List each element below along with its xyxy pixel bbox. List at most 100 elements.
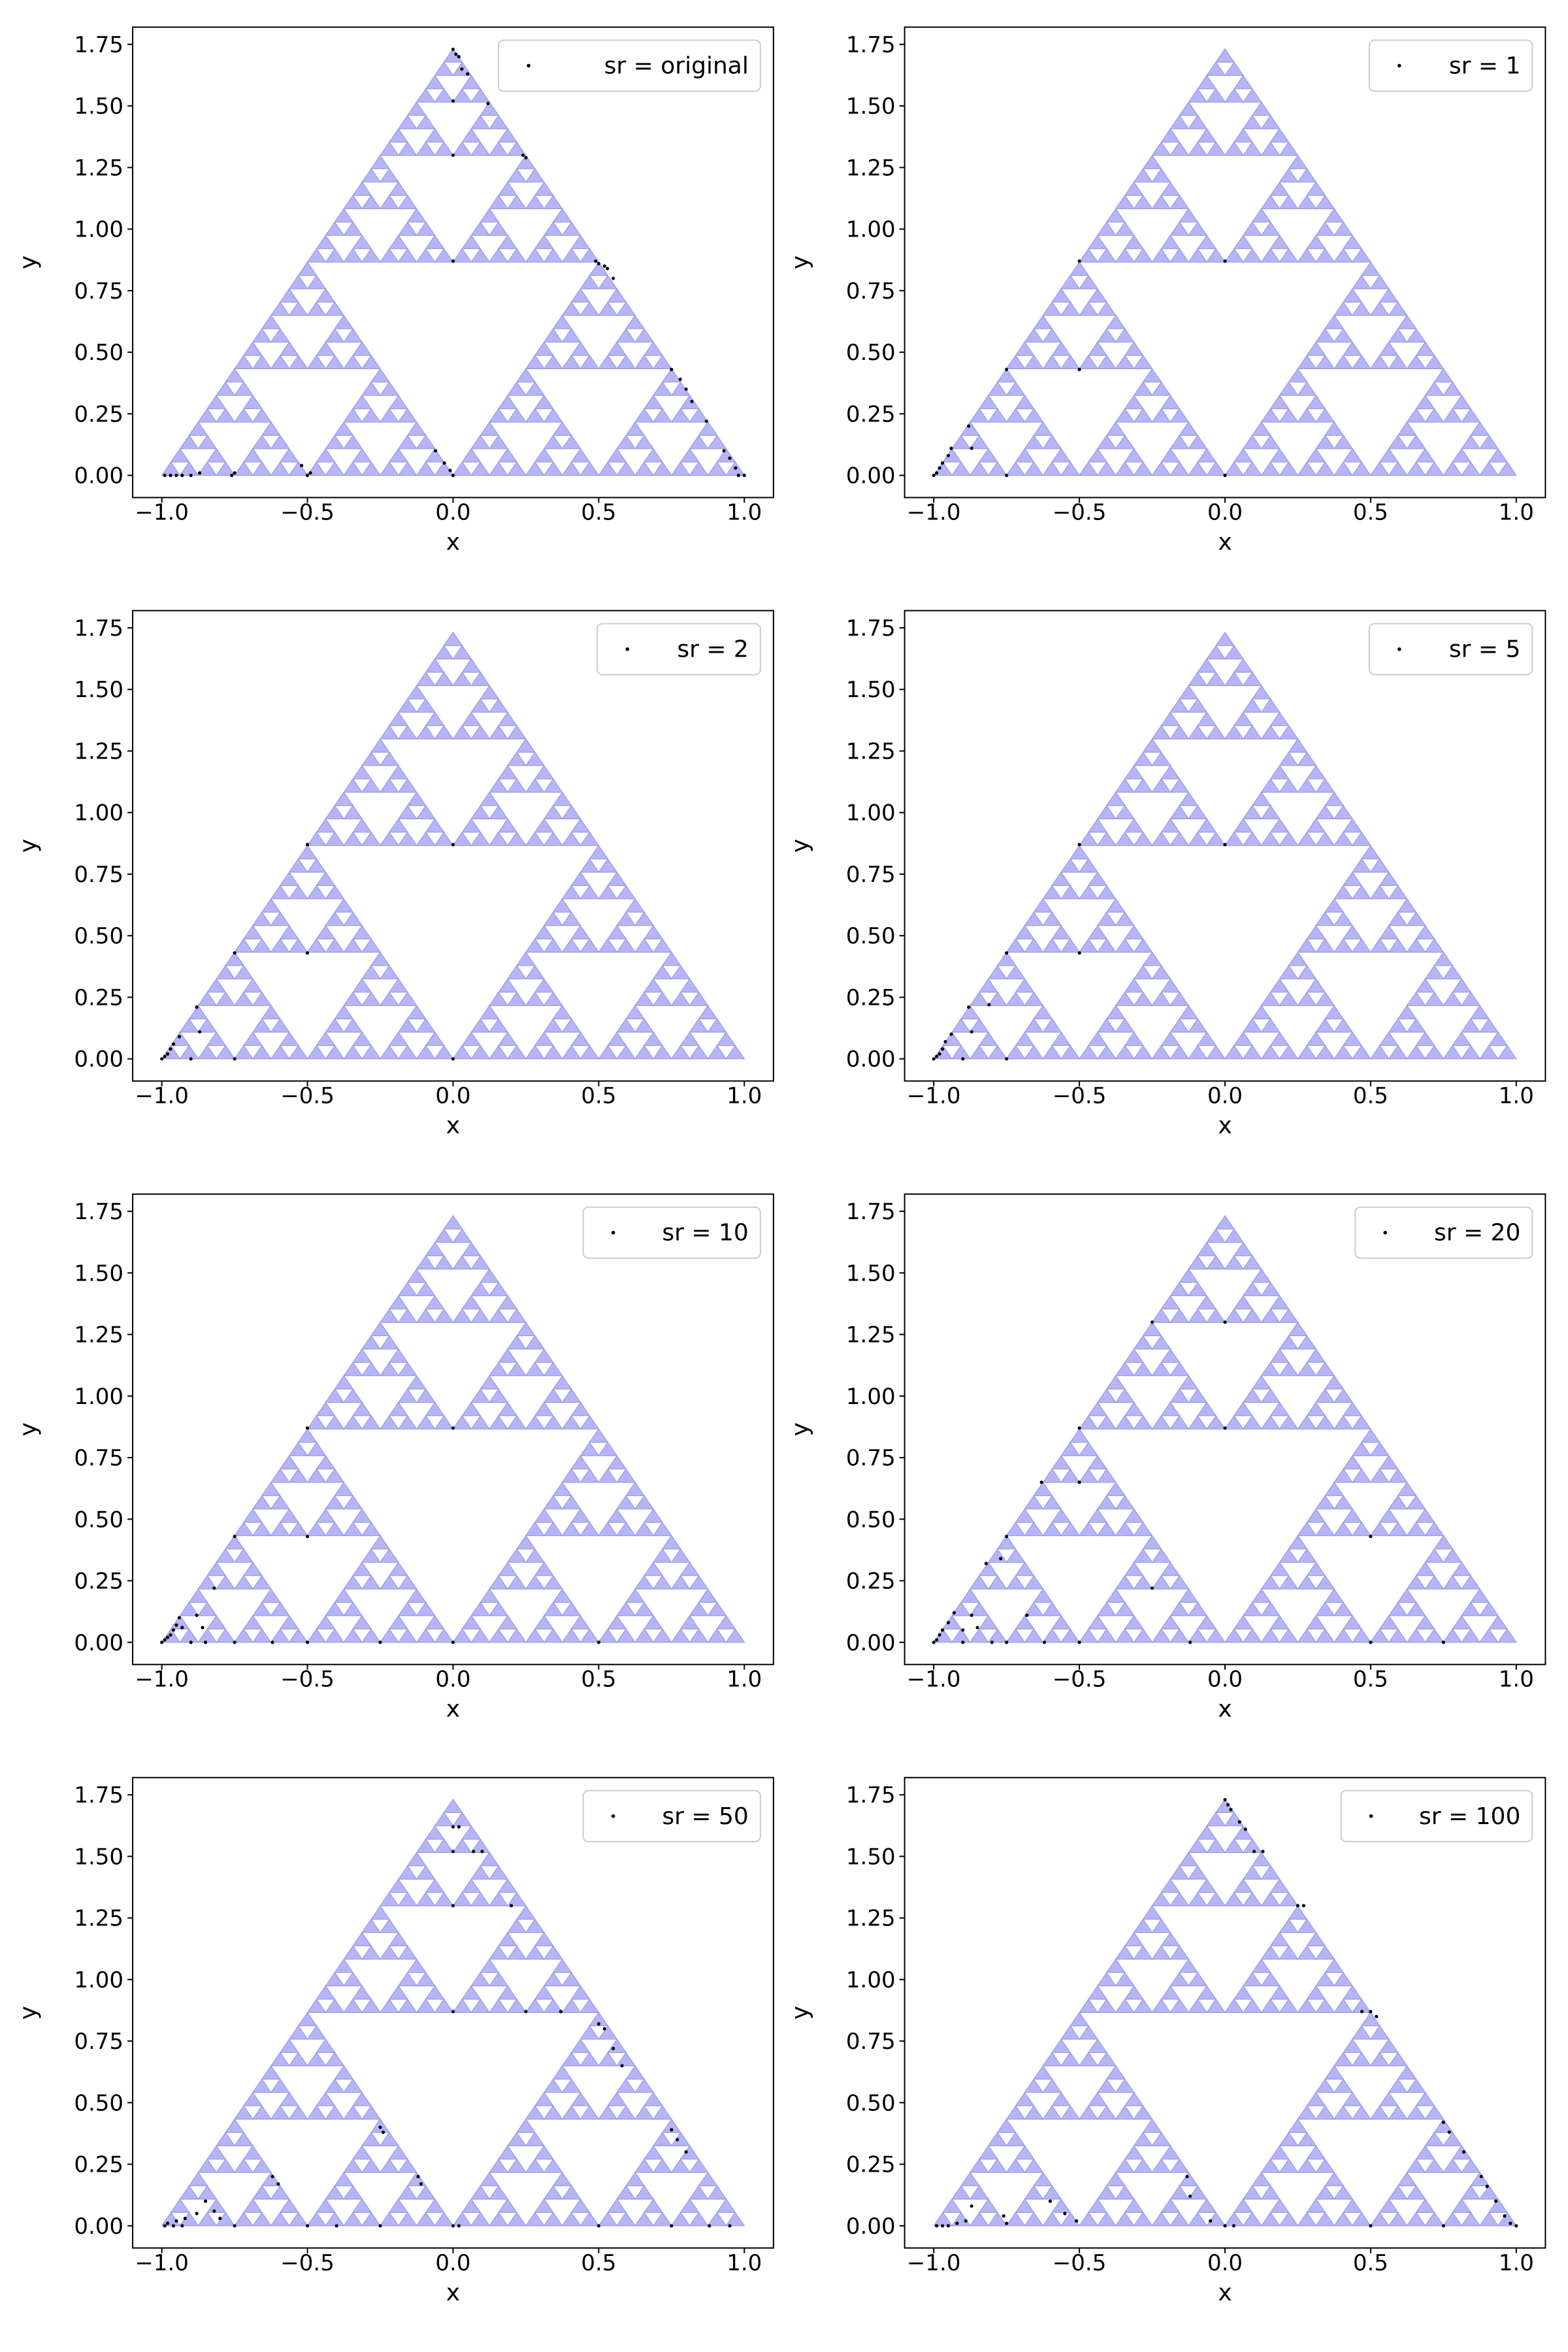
x-tick-label: 0.5 (1353, 2250, 1388, 2276)
sierpinski-cell (1015, 1031, 1035, 1046)
sierpinski-cell (443, 1215, 463, 1230)
legend: sr = 1 (1368, 39, 1533, 92)
sierpinski-cell (1005, 1548, 1026, 1563)
sierpinski-cell (1233, 1401, 1253, 1416)
sierpinski-cell (525, 354, 545, 370)
data-point (1005, 474, 1009, 478)
legend-marker (1369, 1814, 1373, 1818)
sierpinski-cell (1279, 168, 1299, 183)
sierpinski-cell (1478, 1045, 1499, 1060)
sierpinski-cell (616, 885, 636, 900)
sierpinski-cell (1306, 1931, 1326, 1946)
sierpinski-cell (1169, 1045, 1190, 1060)
sierpinski-cell (1333, 1495, 1354, 1510)
sierpinski-cell (598, 274, 618, 289)
data-point (1441, 2120, 1445, 2125)
x-tick-label: 0.0 (435, 2250, 470, 2276)
x-axis-label: x (1218, 2279, 1232, 2306)
sierpinski-cell (270, 2212, 290, 2227)
sierpinski-cell (197, 2158, 218, 2173)
sierpinski-cell (1315, 195, 1335, 210)
sierpinski-cell (570, 2091, 591, 2106)
sierpinski-cell (179, 1601, 199, 1616)
sierpinski-cell (941, 2198, 962, 2213)
sierpinski-background (161, 48, 745, 476)
sierpinski-cell (225, 951, 245, 966)
sierpinski-cell (1051, 924, 1071, 939)
legend-frame (1340, 1789, 1533, 1842)
sierpinski-cell (297, 261, 318, 276)
sierpinski-cell (343, 2105, 363, 2120)
sierpinski-cell (252, 2105, 272, 2120)
sierpinski-cell (1369, 1045, 1390, 1060)
sierpinski-cell (652, 938, 672, 953)
sierpinski-cell (1070, 845, 1090, 860)
data-point (602, 2027, 606, 2031)
y-tick-label: 1.25 (74, 155, 123, 181)
sierpinski-cell (1160, 764, 1181, 779)
data-point (970, 446, 973, 450)
data-point (1077, 1480, 1081, 1484)
sierpinski-cell (525, 168, 545, 183)
sierpinski-cell (1124, 2198, 1144, 2213)
sierpinski-cell (969, 991, 989, 1006)
sierpinski-cell (1124, 395, 1144, 410)
sierpinski-cell (515, 1535, 536, 1550)
sierpinski-cell (580, 1628, 600, 1643)
sierpinski-cell (489, 804, 509, 820)
sierpinski-cell (689, 408, 709, 423)
sierpinski-cell (288, 461, 308, 476)
sierpinski-cell (1188, 1255, 1208, 1270)
legend-label: sr = 2 (677, 636, 749, 663)
sierpinski-cell (452, 645, 472, 660)
sierpinski-cell (325, 2105, 345, 2120)
sierpinski-cell (1315, 1522, 1335, 1537)
sierpinski-cell (1078, 938, 1099, 953)
sierpinski-cell (561, 1522, 581, 1537)
data-point (1209, 2219, 1213, 2223)
data-point (160, 1057, 164, 1061)
sierpinski-cell (652, 354, 672, 370)
sierpinski-cell (425, 711, 445, 727)
sierpinski-cell (1042, 328, 1062, 343)
sierpinski-cell (216, 1628, 236, 1643)
data-point (670, 2224, 674, 2228)
data-point (521, 153, 525, 157)
x-tick-label: 1.0 (1499, 1667, 1534, 1693)
sierpinski-cell (489, 221, 509, 236)
sierpinski-cell (1042, 2078, 1062, 2093)
sierpinski-cell (1087, 2091, 1108, 2106)
sierpinski-cell (416, 2212, 436, 2227)
data-point (602, 264, 606, 268)
data-point (171, 1628, 176, 1632)
sierpinski-cell (306, 2105, 327, 2120)
sierpinski-cell (470, 248, 491, 263)
sierpinski-cell (1443, 381, 1463, 396)
sierpinski-cell (506, 461, 527, 476)
sierpinski-cell (343, 804, 363, 820)
sierpinski-cell (1060, 301, 1081, 316)
sierpinski-cell (1024, 1522, 1044, 1537)
sierpinski-cell (334, 1481, 354, 1496)
sierpinski-cell (552, 1481, 572, 1496)
sierpinski-cell (306, 1522, 327, 1537)
sierpinski-cell (1269, 1931, 1290, 1946)
sierpinski-cell (716, 1031, 736, 1046)
sierpinski-cell (1297, 168, 1317, 183)
sierpinski-cell (343, 938, 363, 953)
sierpinski-cell (616, 461, 636, 476)
sierpinski-cell (216, 1548, 236, 1563)
sierpinski-cell (1169, 1388, 1190, 1403)
sierpinski-cell (261, 2065, 281, 2080)
sierpinski-cell (506, 408, 527, 423)
sierpinski-cell (288, 354, 308, 370)
sierpinski-cell (625, 898, 645, 913)
sierpinski-cell (707, 1018, 727, 1033)
sierpinski-cell (1461, 408, 1481, 423)
sierpinski-cell (506, 1362, 527, 1377)
data-point (684, 2150, 688, 2154)
sierpinski-cell (1279, 725, 1299, 740)
sierpinski-cell (397, 698, 417, 713)
sierpinski-cell (1279, 778, 1299, 793)
sierpinski-cell (515, 951, 536, 966)
